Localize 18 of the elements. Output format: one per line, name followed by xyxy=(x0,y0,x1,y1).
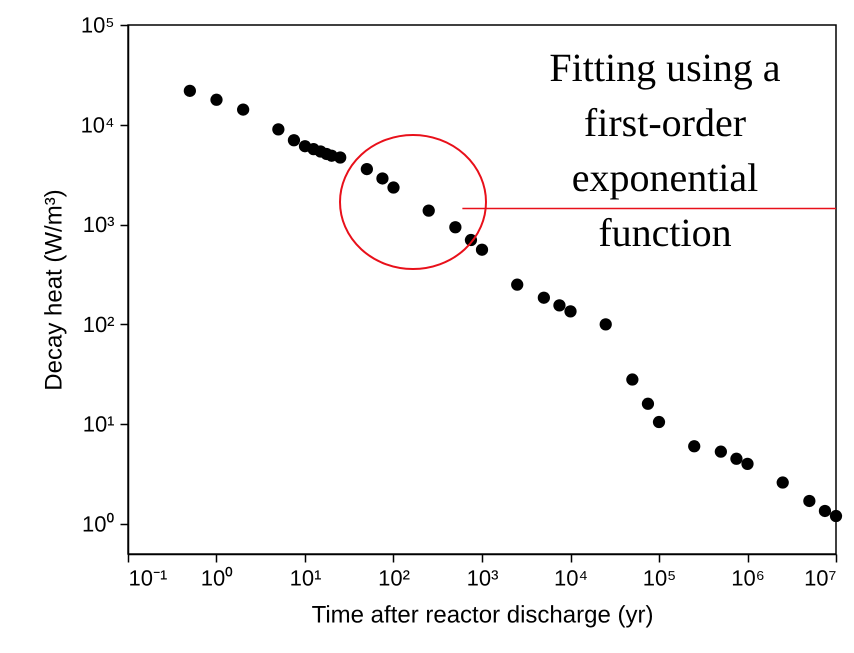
x-tick-label: 10⁻¹ xyxy=(128,566,168,590)
y-tick-label: 10⁴ xyxy=(80,112,114,138)
x-tick-label: 10³ xyxy=(466,566,498,590)
x-tick-label: 10² xyxy=(378,566,410,590)
y-tick-label: 10⁵ xyxy=(80,12,114,38)
y-axis-title: Decay heat (W/m³) xyxy=(40,189,68,391)
x-tick-label: 10⁵ xyxy=(642,566,676,590)
x-tick-label: 10⁴ xyxy=(554,566,588,590)
y-tick-label: 10¹ xyxy=(82,412,114,437)
y-tick-label: 10⁰ xyxy=(82,511,114,536)
x-axis-title: Time after reactor discharge (yr) xyxy=(312,602,654,628)
x-tick-label: 10⁰ xyxy=(200,566,234,590)
y-tick-label: 10² xyxy=(82,312,114,337)
y-tick-label: 10³ xyxy=(82,212,114,238)
annotation: Fitting using a first-order exponential function xyxy=(548,44,782,257)
x-tick-label: 10⁷ xyxy=(804,566,837,590)
x-tick-label: 10⁶ xyxy=(731,566,765,590)
x-tick-label: 10¹ xyxy=(290,566,322,590)
